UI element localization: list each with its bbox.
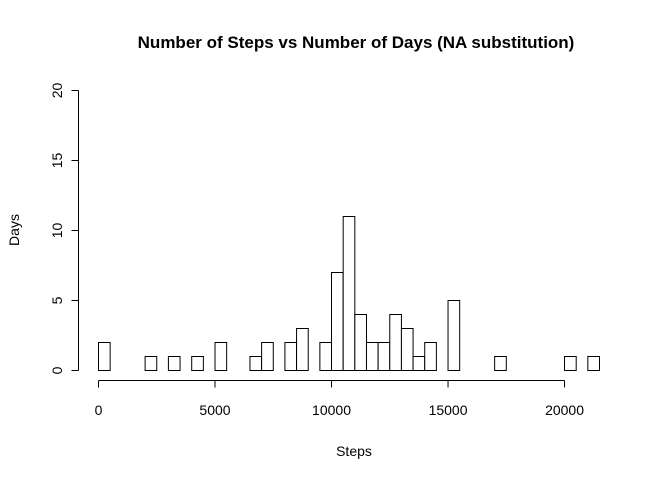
histogram-bar [564,356,577,371]
histogram-bar [494,356,507,371]
y-tick-label: 0 [49,366,65,374]
histogram-bar [167,356,181,371]
x-tick-label: 5000 [199,402,230,418]
histogram-bars [98,216,600,371]
histogram-bar [249,356,263,371]
y-axis: 0 5 10 15 20 [49,83,79,374]
x-tick-label: 20000 [545,402,584,418]
histogram-bar [377,342,391,371]
histogram-bar [365,342,379,371]
histogram-bar [284,342,298,371]
histogram-bar [214,342,228,371]
histogram-bar [389,314,402,371]
histogram-bar [331,272,344,371]
histogram-bar [98,342,111,371]
x-tick-label: 0 [95,402,103,418]
y-tick-label: 15 [49,153,65,169]
x-axis-label: Steps [336,443,372,459]
histogram-bar [412,356,426,371]
histogram-bar [400,328,414,371]
histogram-bar [587,356,600,371]
y-tick-label: 20 [49,83,65,99]
x-axis: 0 5000 10000 15000 20000 [95,380,584,418]
histogram-bar [342,216,356,371]
histogram-bar [191,356,204,371]
x-tick-label: 15000 [429,402,468,418]
histogram-bar [296,328,309,371]
y-tick-label: 10 [49,223,65,239]
histogram-bar [354,314,367,371]
y-axis-label: Days [6,214,22,246]
histogram-bar [261,342,274,371]
x-tick-label: 10000 [312,402,351,418]
histogram-bar [424,342,437,371]
histogram-bar [447,300,461,371]
histogram-bar [319,342,333,371]
y-tick-label: 5 [49,296,65,304]
histogram-bar [144,356,158,371]
chart-title: Number of Steps vs Number of Days (NA su… [138,33,575,52]
